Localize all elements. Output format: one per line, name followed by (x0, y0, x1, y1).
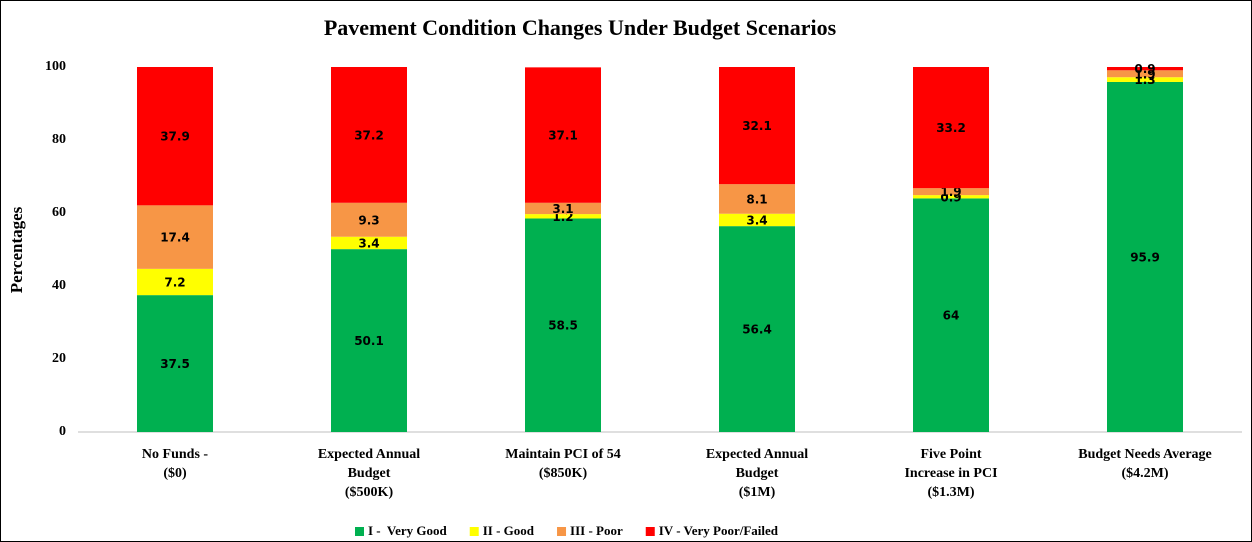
data-label: 9.3 (358, 213, 379, 227)
legend-swatch (645, 527, 655, 536)
y-tick-label: 20 (52, 351, 66, 366)
y-tick-label: 80 (52, 132, 66, 147)
x-tick-label: Expected Annual (706, 447, 808, 462)
bar-segment (331, 202, 407, 237)
bar-segment (913, 188, 989, 196)
legend-swatch (557, 527, 567, 536)
data-label: 37.5 (160, 357, 190, 371)
bar-segment (331, 67, 407, 203)
x-tick-label: Expected Annual (318, 447, 420, 462)
data-label: 64 (943, 309, 960, 323)
data-label: 0.9 (1134, 62, 1155, 76)
data-label: 1.9 (1134, 67, 1155, 81)
data-label: 33.2 (936, 121, 966, 135)
bar-segment (137, 295, 213, 432)
y-tick-label: 0 (59, 424, 66, 439)
legend-swatch (355, 527, 364, 536)
bar-segment (1107, 70, 1183, 78)
x-tick-label: Budget (348, 466, 391, 481)
bar-segment (1107, 81, 1183, 432)
data-label: 37.2 (354, 128, 384, 142)
x-tick-label: No Funds - (142, 447, 208, 462)
data-label: 3.1 (552, 202, 573, 216)
chart-title: Pavement Condition Changes Under Budget … (324, 15, 837, 40)
bar-segment (913, 198, 989, 432)
y-tick-label: 100 (45, 59, 66, 74)
y-tick-label: 60 (52, 205, 66, 220)
data-label: 37.9 (160, 130, 190, 144)
x-tick-label: ($500K) (345, 485, 394, 500)
bar-segment (1107, 67, 1183, 71)
data-label: 95.9 (1130, 250, 1160, 264)
x-tick-label: Budget Needs Average (1078, 447, 1212, 462)
data-label: 3.4 (746, 213, 767, 227)
legend-label: I - Very Good (368, 523, 448, 538)
x-tick-label: ($850K) (539, 466, 588, 481)
bar-segment (719, 213, 795, 227)
bar-segment (137, 67, 213, 206)
legend-label: IV - Very Poor/Failed (659, 523, 779, 538)
legend-label: III - Poor (570, 523, 623, 538)
bar-segment (137, 268, 213, 296)
data-label: 56.4 (742, 323, 772, 337)
bar-segment (719, 184, 795, 214)
bar-segment (525, 218, 601, 432)
x-tick-label: ($1.3M) (927, 485, 974, 500)
bar-segment (719, 226, 795, 432)
x-tick-label: Maintain PCI of 54 (505, 447, 621, 462)
bar-segment (913, 195, 989, 199)
y-tick-label: 40 (52, 278, 66, 293)
data-label: 32.1 (742, 119, 772, 133)
bar-segment (1107, 77, 1183, 82)
legend-label: II - Good (483, 523, 535, 538)
bar-segment (331, 236, 407, 250)
x-tick-label: Budget (736, 466, 779, 481)
data-label: 17.4 (160, 231, 190, 245)
bar-segment (331, 249, 407, 432)
bar-segment (525, 202, 601, 215)
bar-segment (913, 67, 989, 189)
data-label: 3.4 (358, 236, 379, 250)
bar-segment (525, 214, 601, 219)
bar-segment (719, 67, 795, 185)
data-label: 58.5 (548, 319, 578, 333)
data-label: 8.1 (746, 192, 767, 206)
x-tick-label: ($4.2M) (1121, 466, 1168, 481)
data-label: 50.1 (354, 334, 384, 348)
bar-segment (137, 205, 213, 269)
data-label: 7.2 (164, 275, 185, 289)
x-tick-label: Increase in PCI (904, 466, 997, 481)
data-label: 1.9 (940, 185, 961, 199)
y-axis-label: Percentages (7, 206, 26, 293)
legend-swatch (469, 527, 479, 536)
x-tick-label: ($1M) (739, 485, 776, 500)
data-label: 37.1 (548, 129, 578, 143)
x-tick-label: ($0) (163, 466, 187, 481)
bar-segment (525, 67, 601, 203)
x-tick-label: Five Point (920, 447, 981, 462)
